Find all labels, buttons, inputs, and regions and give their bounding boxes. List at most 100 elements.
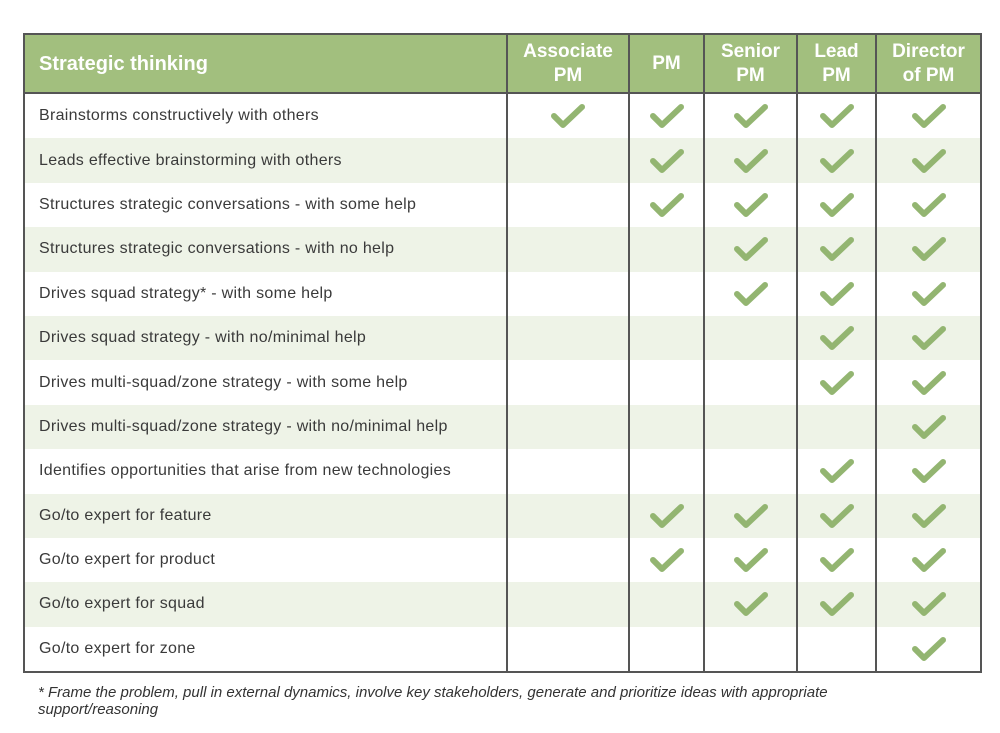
table-row: Identifies opportunities that arise from… <box>24 449 981 494</box>
level-cell <box>628 182 704 228</box>
checkmark-icon <box>911 281 946 307</box>
footnote: * Frame the problem, pull in external dy… <box>38 684 828 718</box>
checkmark-icon <box>819 281 854 307</box>
level-cell <box>796 493 876 538</box>
table-row: Go/to expert for zone <box>24 626 981 673</box>
table-row: Brainstorms constructively with others <box>24 93 981 139</box>
level-cell <box>703 449 797 494</box>
level-header-line2: PM <box>553 64 583 86</box>
checkmark-icon <box>911 325 946 351</box>
level-cell <box>628 138 704 183</box>
level-cell <box>506 138 629 183</box>
matrix-body: Brainstorms constructively with others Le… <box>24 93 981 673</box>
competency-label: Structures strategic conversations - wit… <box>39 195 417 213</box>
level-cell <box>796 449 876 494</box>
competency-label: Go/to expert for squad <box>24 582 507 627</box>
level-cell <box>506 404 629 450</box>
checkmark-icon <box>819 236 854 262</box>
competency-matrix-table: Strategic thinking Associate PM PM Senior PM… <box>23 33 982 674</box>
checkmark-icon <box>733 236 768 262</box>
level-cell <box>875 227 981 272</box>
level-header: Director of PM <box>875 34 981 93</box>
level-header-line2: PM <box>736 64 765 86</box>
table-row: Drives squad strategy* - with some help <box>24 271 981 316</box>
checkmark-icon <box>911 503 946 529</box>
level-cell <box>628 449 704 494</box>
level-cell <box>703 582 797 627</box>
checkmark-icon <box>911 192 946 218</box>
table-row: Structures strategic conversations - wit… <box>24 227 981 272</box>
level-cell <box>628 404 704 450</box>
level-header: Associate PM <box>506 34 629 93</box>
checkmark-icon <box>733 148 768 174</box>
level-cell <box>506 493 629 538</box>
checkmark-icon <box>911 458 946 484</box>
level-cell <box>703 493 797 538</box>
level-cell <box>875 360 981 405</box>
level-cell <box>703 93 797 139</box>
competency-label: Brainstorms constructively with others <box>39 107 319 125</box>
level-cell <box>875 93 981 139</box>
checkmark-icon <box>819 325 854 351</box>
checkmark-icon <box>911 370 946 396</box>
level-header: PM <box>628 34 704 93</box>
checkmark-icon <box>733 591 768 617</box>
checkmark-icon <box>733 503 768 529</box>
level-header: Lead PM <box>796 34 876 93</box>
competency-label: Drives multi-squad/zone strategy - with … <box>24 404 507 450</box>
section-title: Strategic thinking <box>24 34 507 93</box>
level-cell <box>875 449 981 494</box>
level-cell <box>796 271 876 316</box>
level-cell <box>796 93 876 139</box>
level-cell <box>875 404 981 450</box>
level-header-line1: PM <box>652 52 681 74</box>
level-cell <box>875 626 981 673</box>
level-header: Senior PM <box>703 34 797 93</box>
checkmark-icon <box>649 148 684 174</box>
level-cell <box>875 138 981 183</box>
checkmark-icon <box>649 547 684 573</box>
level-cell <box>875 182 981 228</box>
level-cell <box>703 404 797 450</box>
checkmark-icon <box>911 236 946 262</box>
level-cell <box>703 138 797 183</box>
level-cell <box>628 582 704 627</box>
level-cell <box>506 271 629 316</box>
checkmark-icon <box>911 636 946 662</box>
checkmark-icon <box>911 414 946 440</box>
level-cell <box>796 360 876 405</box>
level-cell <box>506 537 629 583</box>
level-cell <box>628 271 704 316</box>
checkmark-icon <box>819 148 854 174</box>
level-cell <box>875 315 981 361</box>
competency-label: Go/to expert for zone <box>39 639 196 657</box>
table-row: Drives multi-squad/zone strategy - with … <box>24 404 981 450</box>
checkmark-icon <box>733 192 768 218</box>
level-cell <box>506 182 629 228</box>
checkmark-icon <box>551 103 585 129</box>
level-cell <box>796 315 876 361</box>
checkmark-icon <box>733 103 768 129</box>
level-cell <box>703 360 797 405</box>
level-cell <box>703 182 797 228</box>
checkmark-icon <box>819 103 854 129</box>
level-cell <box>628 315 704 361</box>
table-row: Drives squad strategy - with no/minimal … <box>24 315 981 361</box>
level-header-line2: PM <box>822 64 851 86</box>
table-row: Leads effective brainstorming with other… <box>24 138 981 183</box>
level-cell <box>796 138 876 183</box>
checkmark-icon <box>649 192 684 218</box>
level-cell <box>703 315 797 361</box>
level-cell <box>628 93 704 139</box>
level-cell <box>703 271 797 316</box>
level-cell <box>506 93 629 139</box>
table-row: Structures strategic conversations - wit… <box>24 182 981 228</box>
level-header-line1: Lead <box>814 40 859 62</box>
level-cell <box>796 404 876 450</box>
competency-label: Leads effective brainstorming with other… <box>24 138 507 183</box>
header-row: Strategic thinking Associate PM PM Senior PM… <box>24 34 981 93</box>
table-row: Go/to expert for product <box>24 537 981 583</box>
table-row: Go/to expert for squad <box>24 582 981 627</box>
level-cell <box>506 449 629 494</box>
level-cell <box>703 227 797 272</box>
